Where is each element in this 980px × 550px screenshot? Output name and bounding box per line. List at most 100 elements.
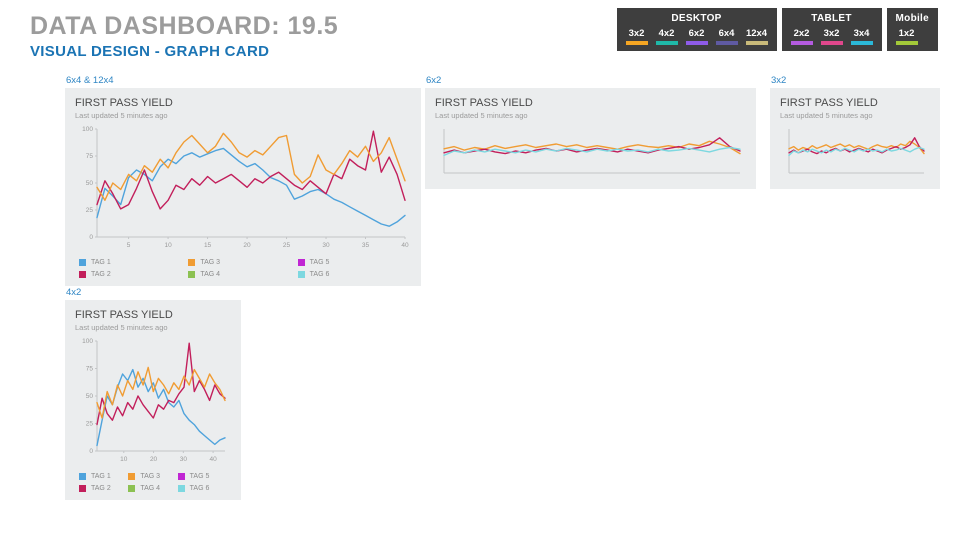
graph-card: FIRST PASS YIELD Last updated 5 minutes … [65,300,241,500]
page-subtitle: VISUAL DESIGN - GRAPH CARD [30,43,270,60]
legend-swatch [188,259,196,266]
svg-text:100: 100 [82,126,93,133]
legend-label: TAG 4 [140,485,161,492]
legend-swatch [128,473,136,480]
graph-card-wrapper: 3x2 FIRST PASS YIELD Last updated 5 minu… [770,75,940,189]
card-size-label: 3x2 [771,75,787,86]
graph-card: FIRST PASS YIELD Last updated 5 minutes … [770,88,940,189]
card-title: FIRST PASS YIELD [780,97,878,109]
spec-items-row: 3x2 4x2 6x2 6x4 12x4 [625,28,768,45]
legend-swatch [177,473,185,480]
svg-text:100: 100 [82,338,93,345]
card-size-label: 6x2 [426,75,442,86]
legend-label: TAG 6 [189,485,210,492]
graph-card-wrapper: 4x2 FIRST PASS YIELD Last updated 5 minu… [65,287,241,500]
line-chart [780,124,930,181]
spec-item-label: 6x4 [718,28,735,39]
spec-item-color-bar [895,41,918,45]
chart-legend: TAG 1 TAG 2 TAG 3 TAG 4 TAG 5 TAG 6 [75,473,231,492]
spec-item-color-bar [625,41,648,45]
graph-card: FIRST PASS YIELD Last updated 5 minutes … [425,88,756,189]
legend-swatch [297,271,305,278]
spec-items-row: 2x2 3x2 3x4 [790,28,873,45]
svg-text:50: 50 [86,393,94,400]
spec-item-color-bar [790,41,813,45]
spec-item-label: 12x4 [745,28,768,39]
legend-item: TAG 3 [188,259,297,266]
legend-item: TAG 1 [79,259,188,266]
svg-text:15: 15 [204,242,212,249]
svg-text:0: 0 [89,448,93,455]
legend-item: TAG 4 [188,271,297,278]
svg-text:20: 20 [150,456,158,463]
spec-item-3x2: 3x2 [820,28,843,45]
graph-card-wrapper: 6x4 & 12x4 FIRST PASS YIELD Last updated… [65,75,421,286]
legend-swatch [188,271,196,278]
card-title: FIRST PASS YIELD [435,97,533,109]
spec-item-6x4: 6x4 [715,28,738,45]
legend-item: TAG 5 [177,473,227,480]
legend-label: TAG 4 [200,271,221,278]
spec-item-1x2: 1x2 [895,28,918,45]
legend-swatch [177,485,185,492]
spec-item-color-bar [715,41,738,45]
spec-item-label: 6x2 [688,28,705,39]
svg-text:10: 10 [164,242,172,249]
spec-item-4x2: 4x2 [655,28,678,45]
spec-item-label: 1x2 [898,28,915,39]
legend-swatch [128,485,136,492]
card-size-label: 4x2 [66,287,82,298]
card-title: FIRST PASS YIELD [75,97,173,109]
card-subtitle: Last updated 5 minutes ago [780,111,873,120]
legend-item: TAG 2 [79,485,128,492]
legend-item: TAG 5 [297,259,407,266]
graph-card-wrapper: 6x2 FIRST PASS YIELD Last updated 5 minu… [425,75,756,189]
chart-legend: TAG 1 TAG 2 TAG 3 TAG 4 TAG 5 TAG 6 [75,259,411,278]
legend-item: TAG 6 [297,271,407,278]
card-subtitle: Last updated 5 minutes ago [75,111,168,120]
svg-text:35: 35 [362,242,370,249]
spec-item-color-bar [850,41,873,45]
svg-text:0: 0 [89,234,93,241]
svg-text:10: 10 [120,456,128,463]
svg-text:30: 30 [180,456,188,463]
legend-label: TAG 2 [91,485,111,492]
svg-text:75: 75 [86,153,94,160]
svg-text:25: 25 [86,207,94,214]
svg-text:50: 50 [86,180,94,187]
line-chart [435,124,746,181]
legend-swatch [79,473,86,480]
svg-text:25: 25 [283,242,291,249]
card-title: FIRST PASS YIELD [75,309,173,321]
spec-item-3x2: 3x2 [625,28,648,45]
svg-text:40: 40 [401,242,409,249]
spec-item-color-bar [745,41,768,45]
svg-text:40: 40 [209,456,217,463]
legend-item: TAG 3 [128,473,177,480]
spec-item-color-bar [655,41,678,45]
spec-item-6x2: 6x2 [685,28,708,45]
svg-text:25: 25 [86,421,94,428]
spec-item-label: 2x2 [793,28,810,39]
legend-item: TAG 6 [177,485,227,492]
legend-item: TAG 4 [128,485,177,492]
spec-group-mobile: Mobile 1x2 [886,8,938,51]
spec-item-3x4: 3x4 [850,28,873,45]
spec-item-label: 3x4 [853,28,870,39]
spec-item-label: 3x2 [823,28,840,39]
svg-text:5: 5 [127,242,131,249]
legend-label: TAG 3 [140,473,161,480]
page-title: DATA DASHBOARD: 19.5 [30,12,339,40]
legend-label: TAG 1 [91,259,111,266]
legend-label: TAG 6 [309,271,330,278]
card-subtitle: Last updated 5 minutes ago [75,323,168,332]
spec-group-title: Mobile [895,13,929,24]
spec-group-title: TABLET [811,13,852,24]
spec-item-label: 3x2 [628,28,645,39]
legend-swatch [79,485,86,492]
card-subtitle: Last updated 5 minutes ago [435,111,528,120]
spec-group-tablet: TABLET 2x2 3x2 3x4 [781,8,882,51]
legend-item: TAG 2 [79,271,188,278]
spec-group-desktop: DESKTOP 3x2 4x2 6x2 6x4 12x4 [616,8,777,51]
svg-text:20: 20 [243,242,251,249]
